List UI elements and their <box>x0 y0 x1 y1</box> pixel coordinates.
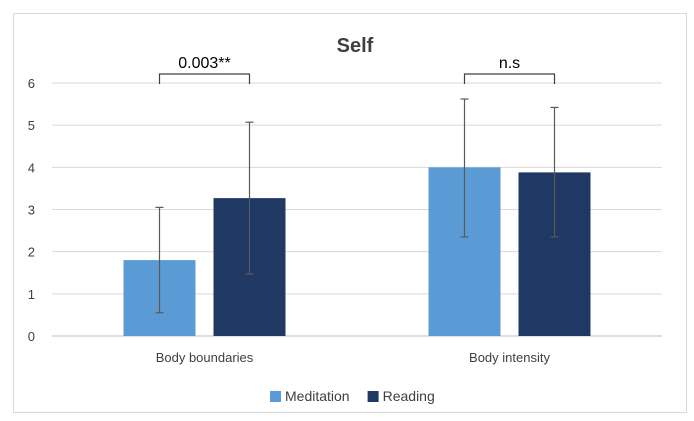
significance-label: 0.003** <box>178 55 231 72</box>
error-bars <box>155 98 559 314</box>
significance-label: n.s <box>499 55 520 72</box>
x-category-label: Body intensity <box>469 350 550 365</box>
significance-bracket <box>463 73 556 84</box>
y-tick-label: 0 <box>28 329 35 344</box>
legend-label: Reading <box>383 388 435 404</box>
y-tick-label: 5 <box>28 118 35 133</box>
significance-annotations: 0.003** n.s <box>158 55 556 84</box>
legend-swatch <box>270 391 281 402</box>
legend-label: Meditation <box>285 388 350 404</box>
legend-swatch <box>367 391 379 402</box>
significance-bracket <box>158 73 251 84</box>
chart-title: Self <box>337 35 374 57</box>
x-category-label: Body boundaries <box>156 350 254 365</box>
y-tick-label: 4 <box>28 160 35 175</box>
y-tick-label: 6 <box>28 76 35 91</box>
bars: Body boundaries Body intensity <box>123 167 591 365</box>
y-tick-label: 1 <box>28 287 35 302</box>
y-tick-label: 3 <box>28 203 35 218</box>
y-tick-label: 2 <box>28 245 35 260</box>
legend: Meditation Reading <box>270 388 435 404</box>
